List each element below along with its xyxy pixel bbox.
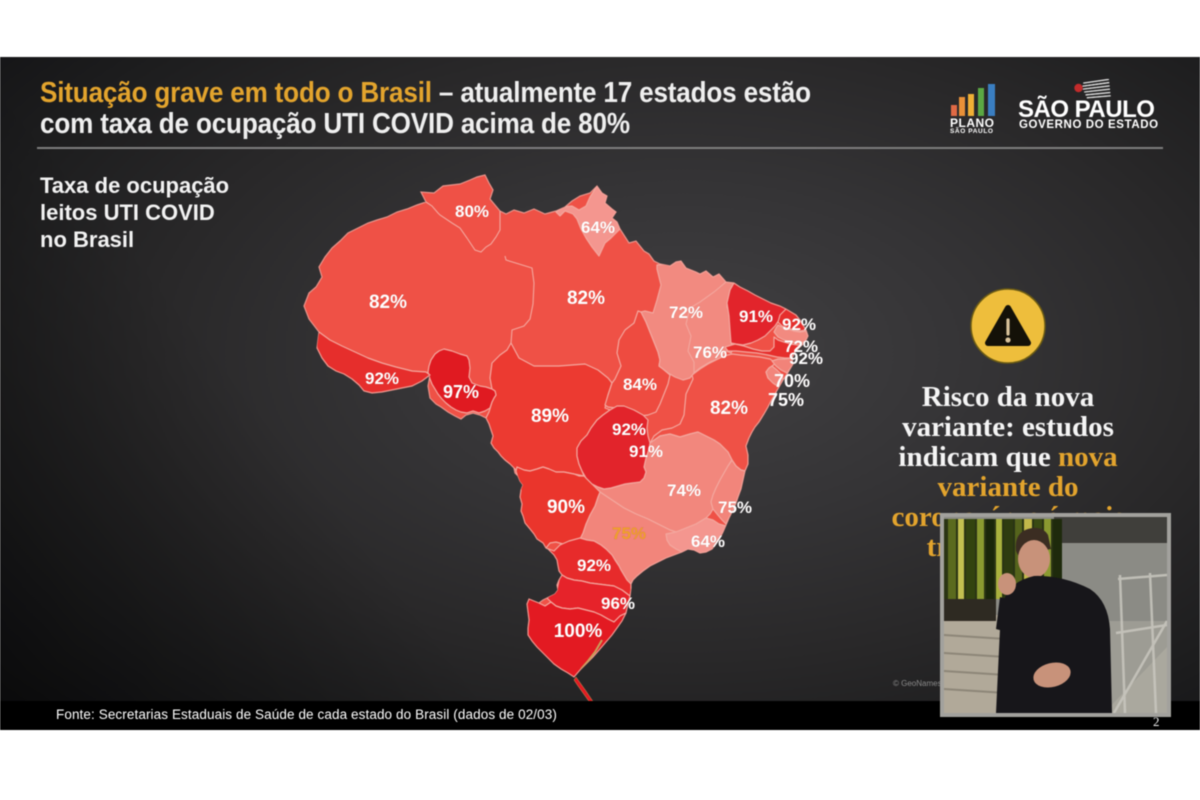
svg-text:91%: 91%: [739, 307, 773, 326]
svg-text:97%: 97%: [443, 382, 479, 402]
svg-text:89%: 89%: [531, 406, 569, 427]
svg-text:84%: 84%: [623, 375, 657, 394]
svg-text:70%: 70%: [774, 371, 810, 391]
svg-text:90%: 90%: [547, 497, 585, 518]
svg-text:82%: 82%: [567, 288, 605, 309]
svg-text:92%: 92%: [577, 556, 611, 575]
svg-text:75%: 75%: [768, 390, 804, 410]
svg-text:82%: 82%: [369, 292, 407, 313]
svg-text:75%: 75%: [612, 524, 646, 543]
svg-text:82%: 82%: [710, 398, 748, 419]
svg-text:92%: 92%: [782, 315, 816, 334]
svg-text:96%: 96%: [601, 594, 635, 613]
svg-text:75%: 75%: [718, 498, 752, 517]
svg-text:72%: 72%: [784, 337, 818, 356]
svg-text:64%: 64%: [691, 532, 725, 551]
svg-text:92%: 92%: [365, 369, 399, 388]
svg-text:72%: 72%: [669, 303, 703, 322]
svg-text:91%: 91%: [629, 442, 663, 461]
svg-text:92%: 92%: [612, 420, 646, 439]
svg-text:92%: 92%: [789, 349, 823, 368]
svg-text:74%: 74%: [667, 481, 701, 500]
svg-text:80%: 80%: [455, 202, 489, 221]
svg-text:76%: 76%: [693, 343, 727, 362]
svg-text:100%: 100%: [554, 621, 603, 642]
svg-text:64%: 64%: [581, 218, 615, 237]
